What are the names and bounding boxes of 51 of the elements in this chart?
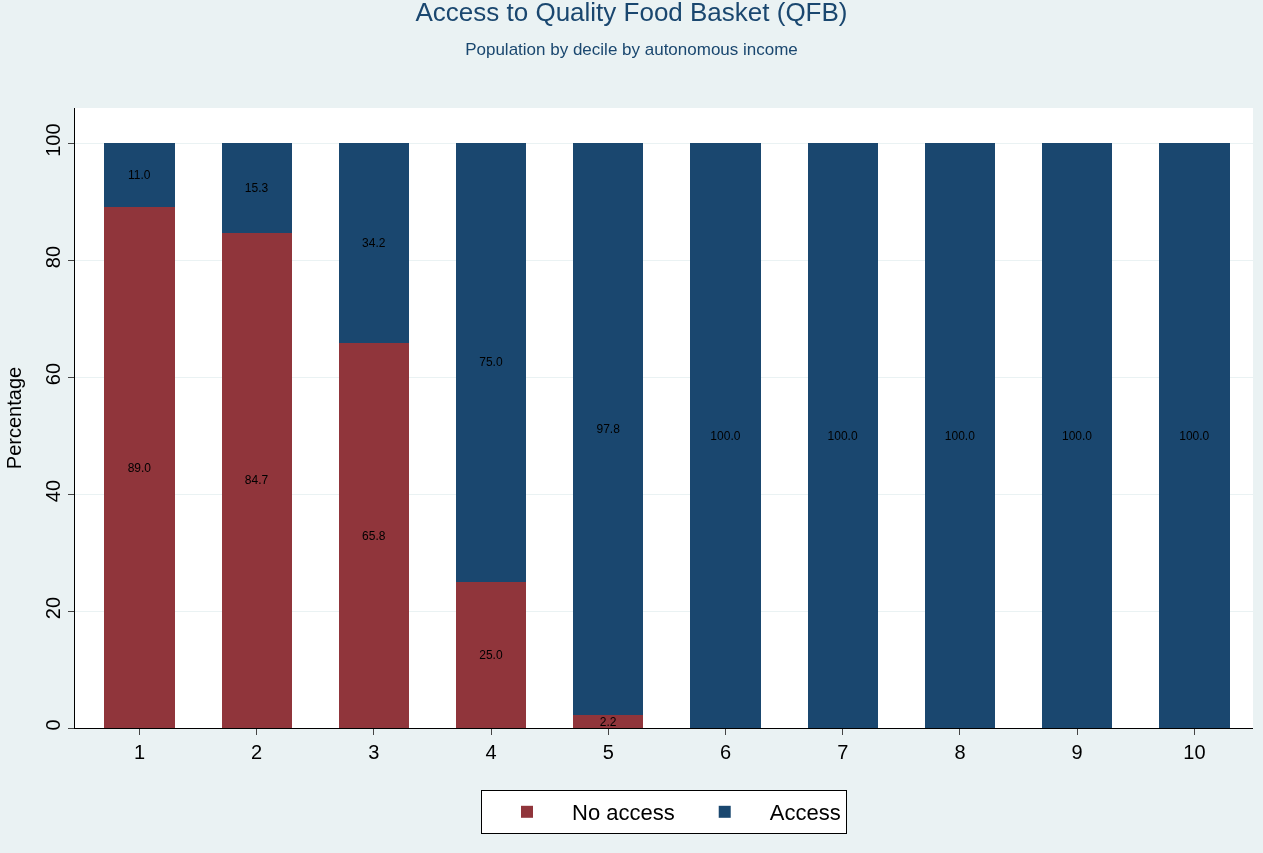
bar <box>221 232 292 728</box>
data-label: 34.2 <box>362 236 386 251</box>
bar <box>924 143 996 728</box>
bar <box>338 343 410 728</box>
x-tick-label: 9 <box>1071 741 1083 763</box>
legend-label: No access <box>572 800 675 826</box>
legend-label: Access <box>769 800 841 826</box>
bar <box>1042 143 1113 728</box>
bar <box>807 143 878 728</box>
chart-subtitle: Population by decile by autonomous income <box>465 40 798 60</box>
data-label: 15.3 <box>244 180 269 195</box>
bar <box>1159 143 1230 728</box>
data-label: 75.0 <box>479 355 503 370</box>
y-tick-label: 100 <box>42 123 64 157</box>
y-tick-label: 80 <box>42 245 64 269</box>
data-label: 100.0 <box>1062 428 1093 443</box>
data-label: 84.7 <box>244 473 269 488</box>
data-label: 25.0 <box>479 647 503 662</box>
chart-title: Access to Quality Food Basket (QFB) <box>415 0 848 28</box>
data-label: 97.8 <box>596 422 621 437</box>
bar <box>690 143 761 728</box>
x-tick-label: 5 <box>602 741 614 763</box>
bar <box>221 143 292 233</box>
x-tick-label: 10 <box>1183 741 1206 763</box>
data-label: 100.0 <box>944 428 976 443</box>
data-label: 89.0 <box>127 460 152 475</box>
bar <box>338 143 410 344</box>
y-tick-label: 0 <box>42 719 64 731</box>
x-tick-label: 3 <box>368 741 380 763</box>
bar <box>104 207 175 728</box>
y-tick-label: 20 <box>42 596 64 620</box>
bar <box>104 143 175 208</box>
x-tick-label: 2 <box>251 741 263 763</box>
data-label: 100.0 <box>1179 428 1210 443</box>
data-label: 2.2 <box>599 714 617 729</box>
x-tick-label: 4 <box>485 741 497 763</box>
data-label: 100.0 <box>710 428 741 443</box>
bar <box>573 143 644 716</box>
bar <box>455 143 527 582</box>
data-label: 11.0 <box>128 168 151 183</box>
x-tick-label: 8 <box>954 741 966 763</box>
y-axis-title: Percentage <box>2 366 25 470</box>
y-tick-label: 40 <box>42 479 64 503</box>
x-tick-label: 6 <box>719 741 732 763</box>
data-label: 65.8 <box>362 528 386 543</box>
data-label: 100.0 <box>827 428 858 443</box>
y-tick-label: 60 <box>42 362 64 386</box>
x-tick-label: 1 <box>133 741 146 763</box>
bar <box>573 715 644 728</box>
x-tick-label: 7 <box>837 741 849 763</box>
bar <box>455 581 527 728</box>
